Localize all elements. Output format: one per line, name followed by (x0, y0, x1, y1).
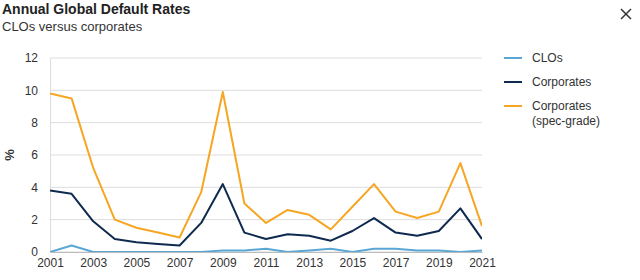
x-tick-label: 2001 (37, 256, 64, 270)
legend: CLOsCorporatesCorporates(spec-grade) (504, 51, 600, 128)
x-tick-label: 2017 (383, 256, 410, 270)
y-tick: 8 (31, 116, 50, 130)
x-tick: 2015 (340, 252, 367, 270)
series-line (50, 246, 482, 252)
x-tick-label: 2009 (210, 256, 237, 270)
grid-line (50, 122, 482, 123)
legend-swatch (504, 105, 522, 107)
x-tick: 2019 (426, 252, 453, 270)
x-tick: 2005 (124, 252, 151, 270)
y-tick: 6 (31, 148, 50, 162)
grid (50, 58, 482, 252)
legend-label-line: Corporates (532, 75, 591, 89)
x-tick: 2007 (167, 252, 194, 270)
y-tick-label: 8 (31, 116, 38, 130)
legend-label-line: Corporates (532, 99, 591, 113)
x-tick-label: 2019 (426, 256, 453, 270)
legend-swatch (504, 57, 522, 59)
x-tick: 2017 (383, 252, 410, 270)
legend-item: Corporates(spec-grade) (504, 99, 600, 128)
legend-item: Corporates (504, 75, 591, 89)
y-tick-label: 4 (31, 181, 38, 195)
series-line (50, 92, 482, 238)
y-tick-label: 10 (25, 84, 39, 98)
x-tick-label: 2003 (80, 256, 107, 270)
y-tick-label: 6 (31, 148, 38, 162)
x-tick: 2011 (254, 252, 280, 270)
x-tick: 2003 (80, 252, 107, 270)
legend-swatch (504, 81, 522, 83)
y-tick: 2 (31, 213, 50, 227)
x-tick: 2021 (469, 252, 496, 270)
close-icon-stroke[interactable] (621, 9, 631, 19)
x-tick: 2009 (210, 252, 237, 270)
series-line (50, 184, 482, 245)
legend-label-line: CLOs (532, 51, 563, 65)
y-tick: 4 (31, 181, 50, 195)
y-tick-label: 2 (31, 213, 38, 227)
y-tick: 10 (25, 84, 50, 98)
legend-label: CLOs (532, 51, 563, 65)
close-icon-stroke[interactable] (621, 9, 631, 19)
y-tick-label: 12 (25, 51, 39, 65)
legend-label: Corporates (532, 75, 591, 89)
x-tick-label: 2021 (469, 256, 496, 270)
title: Annual Global Default Rates (2, 1, 190, 17)
x-tick: 2013 (296, 252, 323, 270)
legend-item: CLOs (504, 51, 563, 65)
x-tick-label: 2015 (340, 256, 367, 270)
x-tick-label: 2011 (254, 256, 280, 270)
chart: Annual Global Default Rates CLOs versus c… (0, 0, 640, 280)
x-axis-line (51, 252, 483, 253)
close-icon[interactable] (621, 9, 631, 19)
series-group (50, 92, 482, 252)
y-tick: 12 (25, 51, 50, 65)
x-tick-label: 2005 (124, 256, 151, 270)
y-axis-title: % (2, 149, 17, 161)
grid-line (50, 90, 482, 91)
legend-label-line: (spec-grade) (532, 114, 600, 128)
y-axis: 024681012 (25, 51, 51, 259)
grid-line (50, 155, 482, 156)
x-tick: 2001 (37, 252, 64, 270)
x-axis: 2001 2003 2005 2007 2009 2011 2013 2015 2017 2019… (37, 252, 496, 270)
x-tick-label: 2007 (167, 256, 194, 270)
grid-line (50, 187, 482, 188)
y-axis-line (50, 59, 51, 253)
grid-line (50, 58, 482, 59)
subtitle: CLOs versus corporates (2, 19, 143, 34)
plot: 0246810122001200320052007200920112013201… (25, 51, 497, 269)
x-tick-label: 2013 (296, 256, 323, 270)
legend-label: Corporates(spec-grade) (532, 99, 600, 128)
